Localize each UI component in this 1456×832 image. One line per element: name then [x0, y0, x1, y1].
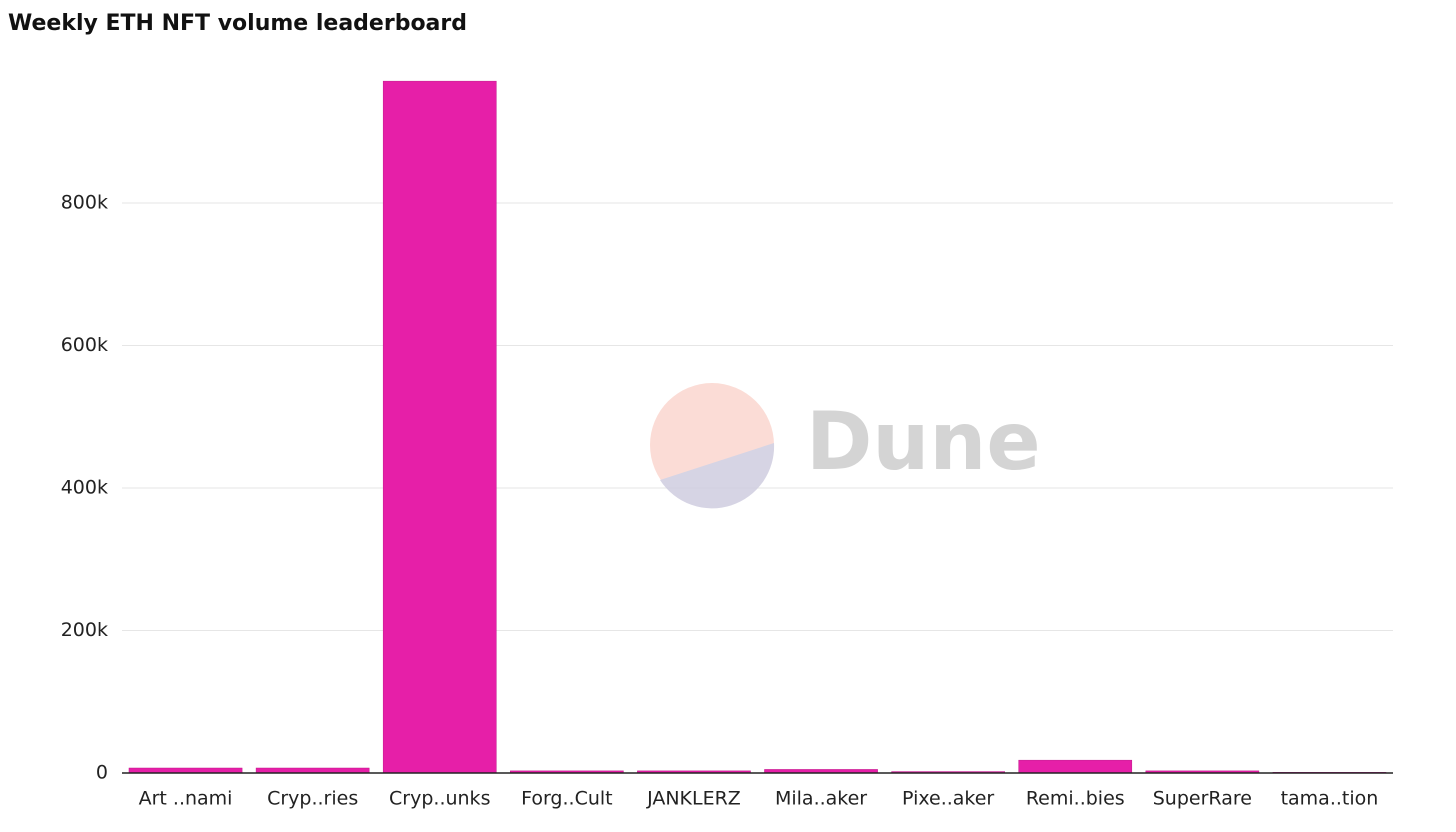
y-tick-label: 400k: [61, 477, 108, 499]
x-tick-label: JANKLERZ: [646, 788, 741, 810]
watermark-logo: [650, 383, 775, 509]
x-tick-label: Mila..aker: [775, 788, 867, 810]
x-tick-label: Cryp..ries: [267, 788, 358, 810]
x-tick-label: Forg..Cult: [521, 788, 613, 810]
bar: [1018, 759, 1133, 774]
x-tick-label: tama..tion: [1281, 788, 1379, 810]
x-tick-label: SuperRare: [1153, 788, 1252, 810]
y-tick-label: 600k: [61, 334, 108, 356]
x-tick-label: Cryp..unks: [389, 788, 490, 810]
y-tick-label: 800k: [61, 192, 108, 214]
chart-title: Weekly ETH NFT volume leaderboard: [8, 11, 467, 36]
y-tick-label: 200k: [61, 619, 108, 641]
watermark-shade: [660, 443, 775, 509]
x-tick-label: Remi..bies: [1026, 788, 1125, 810]
x-tick-label: Art ..nami: [139, 788, 233, 810]
x-tick-label: Pixe..aker: [902, 788, 994, 810]
bar: [382, 80, 497, 774]
y-tick-label: 0: [96, 762, 108, 784]
watermark-text: Dune: [806, 395, 1041, 488]
